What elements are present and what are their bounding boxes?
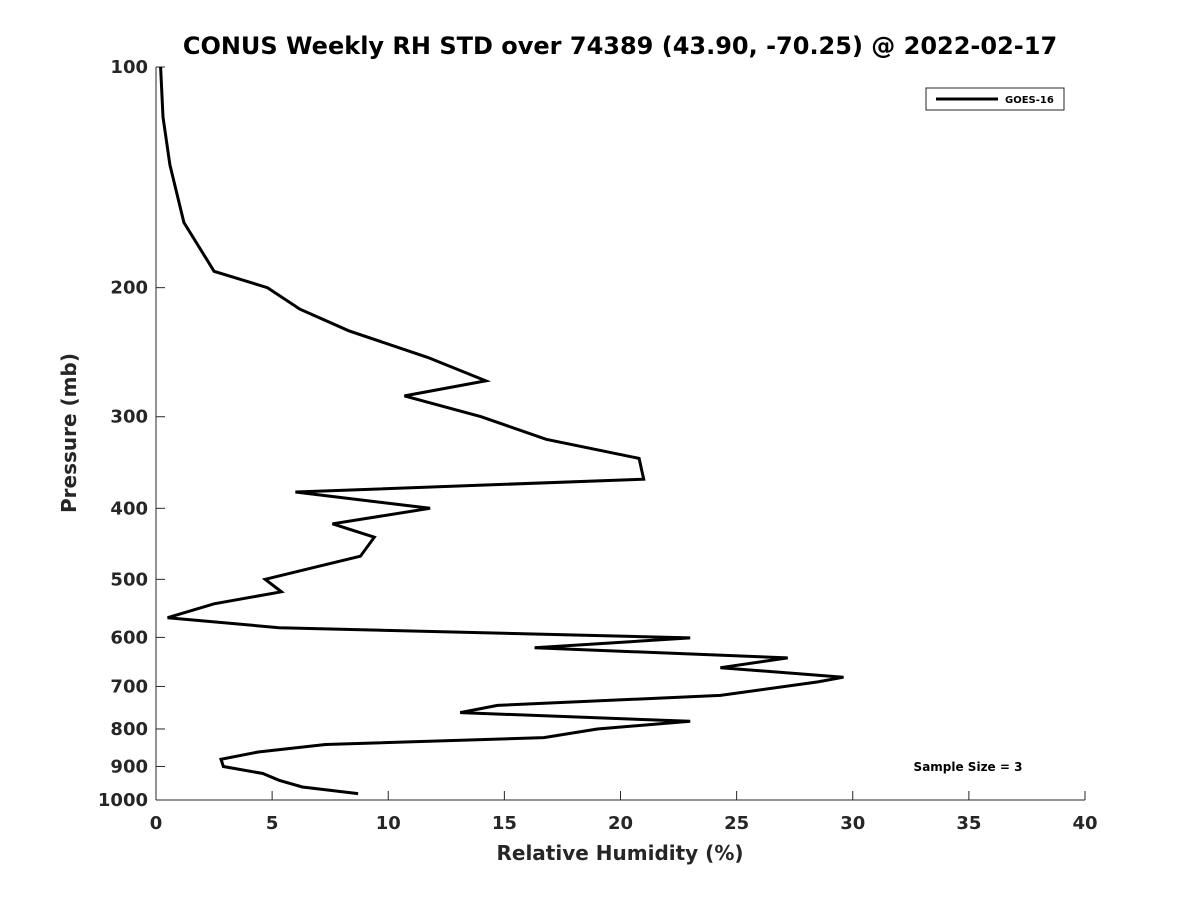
y-tick-label: 200: [110, 278, 148, 299]
x-tick-label: 20: [608, 813, 633, 834]
x-tick-label: 40: [1072, 813, 1097, 834]
x-axis-ticks: 0 5 10 15 20 25 30 35 40: [150, 791, 1098, 834]
x-tick-label: 0: [150, 813, 163, 834]
x-tick-label: 10: [376, 813, 401, 834]
y-tick-label: 100: [110, 57, 148, 78]
y-tick-label: 300: [110, 407, 148, 428]
y-tick-label: 800: [110, 719, 148, 740]
y-tick-label: 500: [110, 569, 148, 590]
x-tick-label: 15: [492, 813, 517, 834]
chart-title: CONUS Weekly RH STD over 74389 (43.90, -…: [183, 32, 1057, 60]
x-tick-label: 25: [724, 813, 749, 834]
legend: GOES-16: [925, 87, 1065, 111]
y-tick-label: 400: [110, 498, 148, 519]
plot-area: 0 5 10 15 20 25 30 35 40 100 200 300 400 500 600 700 80…: [98, 57, 1098, 834]
series-line-goes-16: [159, 66, 844, 796]
x-axis-label: Relative Humidity (%): [496, 841, 743, 865]
y-axis-ticks: 100 200 300 400 500 600 700 800 900 1000: [98, 57, 165, 811]
y-tick-label: 1000: [98, 790, 148, 811]
y-tick-label: 600: [110, 627, 148, 648]
x-tick-label: 35: [956, 813, 981, 834]
legend-label: GOES-16: [1005, 95, 1054, 106]
series-layer: [159, 66, 844, 796]
y-tick-label: 900: [110, 756, 148, 777]
y-axis-label: Pressure (mb): [57, 353, 81, 513]
y-tick-label: 700: [110, 676, 148, 697]
x-tick-label: 30: [840, 813, 865, 834]
sample-size-annotation: Sample Size = 3: [914, 760, 1023, 774]
x-tick-label: 5: [266, 813, 279, 834]
